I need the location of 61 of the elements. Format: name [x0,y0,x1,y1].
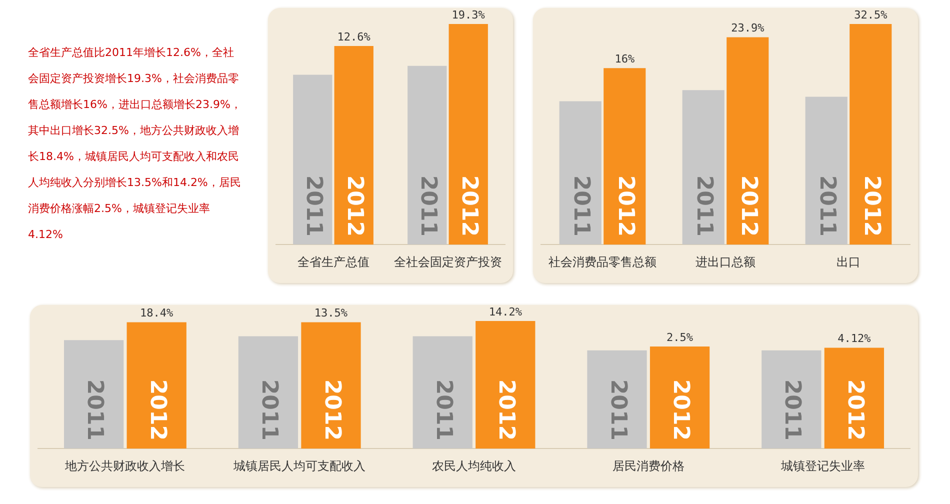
annotation: 2.5% [666,330,694,344]
bar [604,68,646,245]
bar [293,74,332,245]
x-tick-label: 居民消费价格 [612,459,684,474]
bar [334,46,374,245]
x-tick-label: 城镇居民人均可支配收入 [232,459,366,474]
annotation: 14.2% [488,305,522,318]
x-tick-label: 农民人均纯收入 [432,459,516,474]
bar [850,24,892,245]
annotation: 19.3% [452,8,486,22]
text: 2011 [814,175,840,237]
annotation: 12.6% [337,30,371,44]
bar [587,350,647,449]
annotation: 23.9% [731,22,765,35]
annotation: 4.12% [838,332,872,346]
x-tick-label: 社会消费品零售总额 [548,255,656,270]
bar [448,24,488,245]
bar [805,96,848,245]
bar [408,66,447,245]
bar [476,321,536,449]
series-label: 2012 [144,379,170,441]
series-label: 2012 [342,175,368,237]
text: 2012 [319,379,344,441]
bar [824,348,884,449]
bar [64,340,124,449]
annotation: 18.4% [140,306,174,320]
text: 2011 [430,379,456,441]
bar [682,90,724,245]
bar [559,101,602,245]
series-label: 2011 [82,379,108,441]
text: 2012 [842,379,868,441]
text: 2011 [692,175,717,237]
x-tick-label: 城镇登记失业率 [780,459,865,474]
text: 2012 [494,379,519,441]
text: 2012 [456,175,482,237]
text: 2011 [256,379,282,441]
bar [301,322,361,449]
annotation: 16% [614,52,635,66]
text: 2012 [668,379,694,441]
text: 2011 [605,379,630,441]
x-tick-label: 全社会固定资产投资 [394,255,502,270]
text: 全省生产总值比2011年增长12.6%，全社会固定资产投资增长19.3%，社会消费品零售总额增长16%，进出口总额增长23.9%，其中出口增长32.5%，地方公共财政收入增长18.4%，城镇居民人均可支配收入和农民人均纯收入分别增长13.5%和14.2%，居民消费价格涨幅2.5%，城镇登记失业率4.12% [28,45,242,243]
text: 2012 [858,175,884,237]
annotation: 32.5% [854,8,888,22]
bar [238,336,298,449]
bar [762,350,822,449]
bar [412,336,472,449]
text: 2012 [736,175,761,237]
series-label: 2011 [568,175,594,237]
x-tick-label: 出口 [836,255,860,270]
text: 2011 [415,175,440,237]
text: 2011 [780,379,805,441]
series-label: 2011 [300,175,326,237]
bar [126,322,186,449]
bar [650,346,710,449]
bar [726,37,769,245]
x-tick-label: 全省生产总值 [297,255,370,270]
x-tick-label: 进出口总额 [696,255,756,270]
series-label: 2012 [612,175,638,237]
annotation: 13.5% [314,306,348,320]
x-tick-label: 地方公共财政收入增长 [64,459,186,474]
